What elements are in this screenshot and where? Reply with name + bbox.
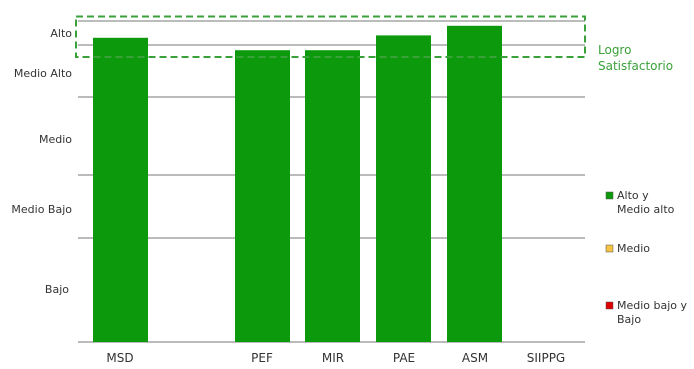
level-label-medio-alto: Medio Alto <box>14 67 72 80</box>
category-label-pae: PAE <box>393 351 415 365</box>
legend-label-alto-line1: Alto y <box>617 189 649 202</box>
bar-asm <box>447 25 502 343</box>
level-label-alto: Alto <box>50 27 72 40</box>
category-label-msd: MSD <box>106 351 133 365</box>
satisfactory-zone <box>75 15 586 58</box>
satisfactory-label-line2: Satisfactorio <box>598 59 673 73</box>
legend-label-alto-line2: Medio alto <box>617 203 675 216</box>
category-label-pef: PEF <box>251 351 273 365</box>
legend-swatch-alto <box>605 191 614 200</box>
level-label-medio: Medio <box>39 133 72 146</box>
category-label-asm: ASM <box>462 351 488 365</box>
bar-msd <box>93 37 148 343</box>
legend-label-bajo-line1: Medio bajo y <box>617 299 688 312</box>
bars <box>93 25 502 343</box>
bar-mir <box>305 50 360 342</box>
category-label-siippg: SIIPPG <box>527 351 565 365</box>
level-label-medio-bajo: Medio Bajo <box>11 203 72 216</box>
legend-swatch-medio <box>605 244 614 253</box>
level-label-bajo: Bajo <box>45 283 69 296</box>
legend-label-medio: Medio <box>617 242 650 255</box>
legend: Alto y Medio alto Medio Medio bajo y Baj… <box>605 189 688 326</box>
satisfactory-label-line1: Logro <box>598 43 631 57</box>
legend-label-bajo-line2: Bajo <box>617 313 641 326</box>
bar-pef <box>235 50 290 342</box>
category-label-mir: MIR <box>322 351 344 365</box>
legend-swatch-bajo <box>605 301 614 310</box>
bar-pae <box>376 35 431 343</box>
